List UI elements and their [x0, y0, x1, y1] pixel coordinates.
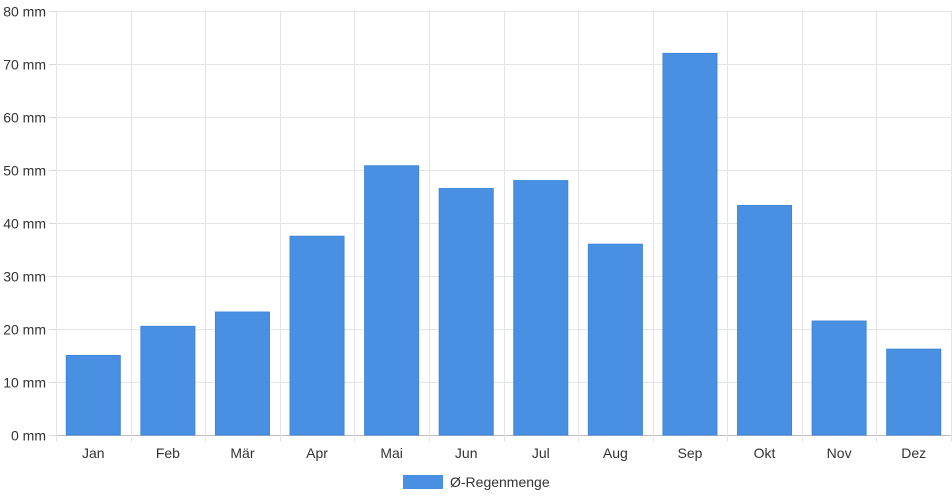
- x-tick-label: Nov: [827, 445, 852, 461]
- bar[interactable]: [811, 320, 867, 436]
- x-tick-label: Sep: [677, 445, 702, 461]
- x-tick-label: Jul: [532, 445, 550, 461]
- bar[interactable]: [214, 311, 270, 436]
- bar[interactable]: [662, 52, 718, 436]
- bar[interactable]: [513, 180, 569, 436]
- x-tick-label: Mai: [380, 445, 403, 461]
- legend-swatch[interactable]: [403, 475, 443, 489]
- x-tick-label: Jun: [455, 445, 478, 461]
- y-tick-label: 60 mm: [3, 110, 46, 126]
- y-tick-label: 0 mm: [11, 428, 46, 444]
- bar[interactable]: [65, 355, 121, 436]
- y-tick-label: 10 mm: [3, 375, 46, 391]
- x-tick-label: Dez: [901, 445, 926, 461]
- bar[interactable]: [438, 188, 494, 436]
- bar[interactable]: [587, 243, 643, 436]
- bar[interactable]: [886, 348, 942, 436]
- x-tick-label: Apr: [306, 445, 328, 461]
- bar[interactable]: [289, 235, 345, 436]
- x-axis-tick-labels: Jan Feb Mär Apr Mai Jun Jul Aug Sep Okt Nov Dez: [82, 445, 926, 461]
- y-tick-label: 70 mm: [3, 57, 46, 73]
- bar-layer: [65, 52, 942, 436]
- axis-layer: [49, 11, 56, 436]
- legend-label[interactable]: Ø-Regenmenge: [450, 474, 550, 490]
- bar[interactable]: [737, 205, 793, 436]
- legend[interactable]: Ø-Regenmenge: [403, 474, 550, 490]
- y-axis-tick-labels: 0 mm 10 mm 20 mm 30 mm 40 mm 50 mm 60 mm 70 mm 8…: [3, 4, 46, 444]
- y-tick-label: 80 mm: [3, 4, 46, 20]
- y-tick-label: 50 mm: [3, 163, 46, 179]
- x-tick-label: Jan: [82, 445, 105, 461]
- x-tick-label: Feb: [156, 445, 180, 461]
- bar[interactable]: [364, 165, 420, 436]
- x-tick-label: Okt: [754, 445, 776, 461]
- y-tick-label: 20 mm: [3, 322, 46, 338]
- x-tick-label: Aug: [603, 445, 628, 461]
- y-tick-label: 40 mm: [3, 216, 46, 232]
- bar[interactable]: [140, 325, 196, 436]
- y-tick-label: 30 mm: [3, 269, 46, 285]
- x-tick-label: Mär: [230, 445, 254, 461]
